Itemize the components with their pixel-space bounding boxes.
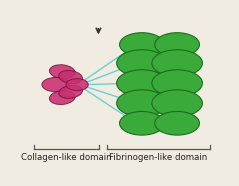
Ellipse shape — [117, 70, 167, 97]
Text: Fibrinogen-like domain: Fibrinogen-like domain — [109, 153, 208, 162]
Ellipse shape — [152, 50, 202, 76]
Ellipse shape — [59, 70, 82, 84]
Ellipse shape — [120, 33, 164, 56]
Ellipse shape — [66, 79, 88, 91]
Ellipse shape — [155, 33, 200, 56]
Ellipse shape — [59, 85, 82, 98]
Ellipse shape — [117, 90, 167, 117]
Ellipse shape — [117, 50, 167, 76]
Ellipse shape — [155, 111, 200, 135]
Ellipse shape — [152, 90, 202, 117]
Ellipse shape — [120, 111, 164, 135]
Text: Collagen-like domain: Collagen-like domain — [21, 153, 112, 162]
Ellipse shape — [49, 91, 75, 105]
Ellipse shape — [152, 70, 202, 97]
Ellipse shape — [42, 77, 70, 92]
Ellipse shape — [49, 65, 75, 79]
